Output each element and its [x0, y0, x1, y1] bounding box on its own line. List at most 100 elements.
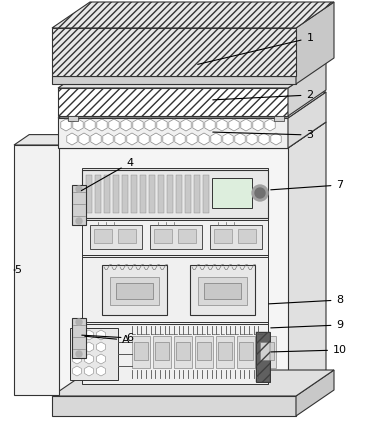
- Bar: [72, 185, 86, 225]
- Polygon shape: [288, 62, 326, 116]
- Bar: [52, 28, 296, 76]
- Circle shape: [255, 188, 265, 198]
- Polygon shape: [52, 370, 334, 396]
- Bar: [258, 336, 276, 368]
- Bar: [68, 116, 78, 121]
- Polygon shape: [96, 342, 105, 352]
- Polygon shape: [133, 119, 143, 131]
- Polygon shape: [85, 119, 95, 131]
- Polygon shape: [79, 133, 89, 145]
- Polygon shape: [288, 122, 326, 396]
- Polygon shape: [296, 370, 334, 416]
- Bar: [239, 342, 253, 360]
- Bar: [176, 175, 182, 213]
- Bar: [195, 336, 213, 368]
- Polygon shape: [115, 133, 125, 145]
- Bar: [132, 336, 150, 368]
- Text: 5: 5: [14, 265, 21, 275]
- Polygon shape: [241, 119, 251, 131]
- Polygon shape: [151, 133, 161, 145]
- Bar: [237, 336, 255, 368]
- Bar: [90, 225, 142, 249]
- Bar: [150, 225, 202, 249]
- Bar: [58, 118, 288, 148]
- Polygon shape: [265, 119, 275, 131]
- Bar: [256, 332, 270, 382]
- Polygon shape: [217, 119, 227, 131]
- Bar: [185, 175, 191, 213]
- Bar: [70, 328, 118, 380]
- Polygon shape: [73, 354, 81, 364]
- Polygon shape: [52, 2, 334, 28]
- Bar: [194, 175, 200, 213]
- Polygon shape: [211, 133, 221, 145]
- Bar: [131, 175, 137, 213]
- Bar: [260, 342, 274, 360]
- Polygon shape: [73, 119, 83, 131]
- Bar: [203, 175, 209, 213]
- Bar: [102, 265, 167, 315]
- Bar: [154, 229, 172, 243]
- Bar: [155, 342, 169, 360]
- Bar: [118, 229, 136, 243]
- Polygon shape: [121, 119, 131, 131]
- Polygon shape: [169, 119, 179, 131]
- Polygon shape: [85, 342, 94, 352]
- Polygon shape: [229, 119, 239, 131]
- Polygon shape: [205, 119, 215, 131]
- Polygon shape: [103, 133, 113, 145]
- Bar: [214, 229, 232, 243]
- Polygon shape: [58, 122, 326, 148]
- Circle shape: [76, 186, 82, 192]
- Polygon shape: [96, 366, 105, 376]
- Polygon shape: [157, 119, 167, 131]
- Bar: [104, 175, 110, 213]
- Bar: [167, 175, 173, 213]
- Bar: [198, 277, 247, 305]
- Bar: [190, 265, 255, 315]
- Text: 7: 7: [271, 180, 344, 190]
- Polygon shape: [247, 133, 257, 145]
- Bar: [134, 342, 148, 360]
- Bar: [82, 220, 268, 255]
- Text: 8: 8: [269, 295, 344, 305]
- Polygon shape: [181, 119, 191, 131]
- Text: A: A: [85, 335, 130, 345]
- Polygon shape: [14, 145, 59, 395]
- Bar: [94, 229, 112, 243]
- Bar: [116, 283, 153, 299]
- Text: 6: 6: [82, 333, 134, 343]
- Bar: [82, 170, 268, 218]
- Bar: [176, 342, 190, 360]
- Polygon shape: [145, 119, 155, 131]
- Polygon shape: [199, 133, 209, 145]
- Polygon shape: [85, 366, 94, 376]
- Polygon shape: [91, 133, 101, 145]
- Polygon shape: [85, 354, 94, 364]
- Polygon shape: [175, 133, 185, 145]
- Bar: [110, 277, 159, 305]
- Polygon shape: [73, 342, 81, 352]
- Bar: [218, 342, 232, 360]
- Polygon shape: [96, 354, 105, 364]
- Bar: [82, 324, 268, 384]
- Polygon shape: [187, 133, 197, 145]
- Circle shape: [76, 319, 82, 325]
- Polygon shape: [163, 133, 173, 145]
- Polygon shape: [58, 62, 326, 88]
- Polygon shape: [259, 133, 269, 145]
- Polygon shape: [296, 2, 334, 84]
- Bar: [52, 76, 296, 84]
- Polygon shape: [288, 92, 326, 148]
- Polygon shape: [223, 133, 233, 145]
- Circle shape: [252, 185, 268, 201]
- Bar: [52, 396, 296, 416]
- Bar: [82, 168, 268, 383]
- Bar: [256, 332, 270, 382]
- Bar: [95, 175, 101, 213]
- Polygon shape: [85, 330, 94, 340]
- Polygon shape: [73, 366, 81, 376]
- Bar: [149, 175, 155, 213]
- Polygon shape: [235, 133, 245, 145]
- Bar: [58, 88, 288, 116]
